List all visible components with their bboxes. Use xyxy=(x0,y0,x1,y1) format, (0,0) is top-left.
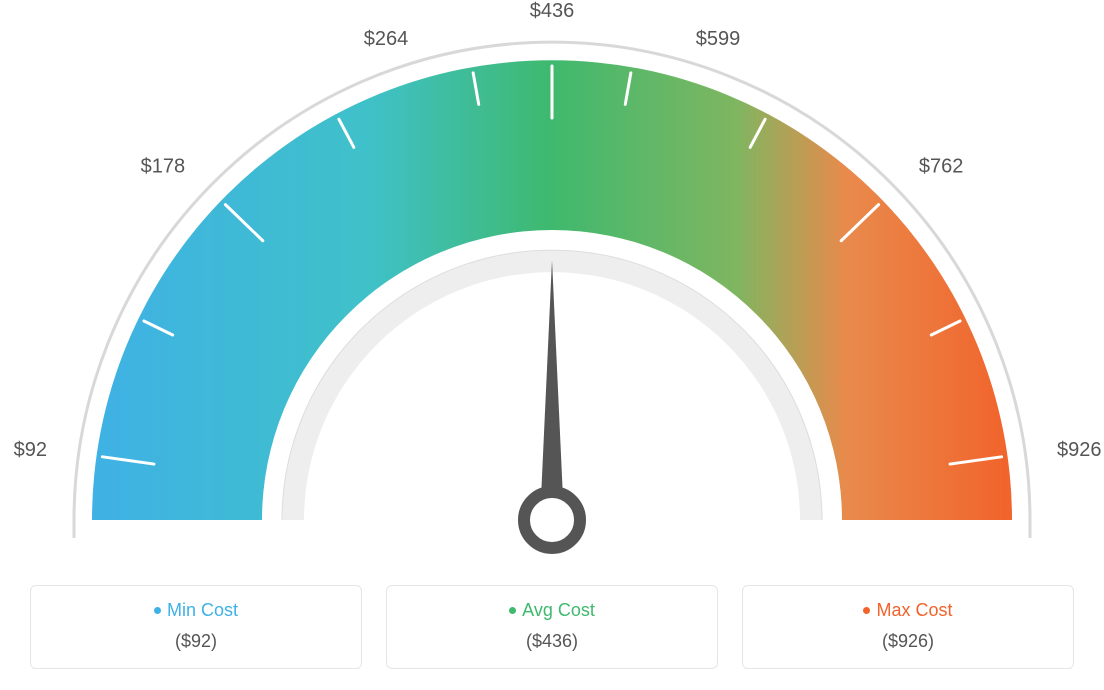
legend-max-box: Max Cost ($926) xyxy=(742,585,1074,669)
gauge-needle-hub xyxy=(524,492,580,548)
legend-avg-value: ($436) xyxy=(397,631,707,652)
legend-min-label: Min Cost xyxy=(167,600,238,621)
gauge-needle xyxy=(540,260,564,520)
legend-avg-dot-icon xyxy=(509,607,516,614)
legend-avg-title: Avg Cost xyxy=(509,600,595,621)
legend-max-value: ($926) xyxy=(753,631,1063,652)
legend-row: Min Cost ($92) Avg Cost ($436) Max Cost … xyxy=(30,585,1074,669)
gauge-tick-label: $599 xyxy=(696,28,741,50)
legend-min-dot-icon xyxy=(154,607,161,614)
gauge-tick-label: $92 xyxy=(14,439,47,461)
legend-avg-label: Avg Cost xyxy=(522,600,595,621)
gauge-tick-label: $436 xyxy=(530,0,575,22)
legend-avg-box: Avg Cost ($436) xyxy=(386,585,718,669)
legend-max-title: Max Cost xyxy=(863,600,952,621)
legend-min-title: Min Cost xyxy=(154,600,238,621)
legend-max-label: Max Cost xyxy=(876,600,952,621)
gauge-tick-label: $264 xyxy=(364,28,409,50)
gauge-tick-label: $178 xyxy=(141,156,186,178)
legend-min-value: ($92) xyxy=(41,631,351,652)
gauge-chart: $92 $178 $264 $436 $599 $762 $926 xyxy=(0,0,1104,570)
gauge-tick-label: $762 xyxy=(919,156,964,178)
legend-max-dot-icon xyxy=(863,607,870,614)
cost-gauge-widget: $92 $178 $264 $436 $599 $762 $926 Min Cost ($9… xyxy=(0,0,1104,690)
gauge-tick-label: $926 xyxy=(1057,439,1102,461)
legend-min-box: Min Cost ($92) xyxy=(30,585,362,669)
